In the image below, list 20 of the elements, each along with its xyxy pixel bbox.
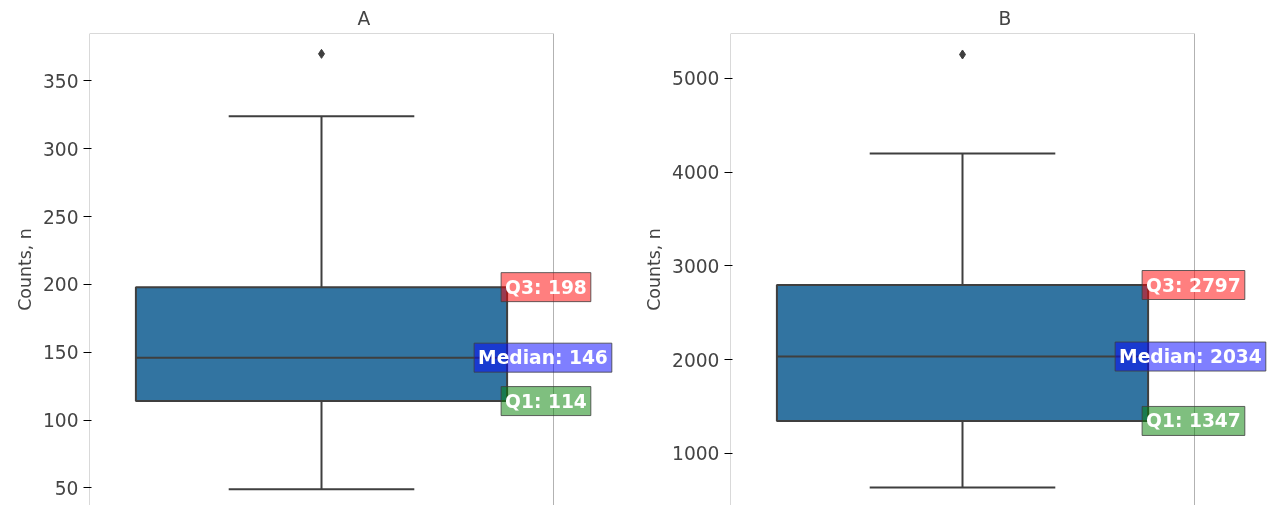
annotation: Q3: 2797 [1146,274,1241,296]
y-axis-title: Counts, n [644,228,665,311]
annotation: Q1: 1347 [1146,410,1241,432]
y-tick-label: 4000 [672,162,720,184]
chart-title: A [357,7,371,29]
annotation: Q1: 114 [505,390,587,412]
y-tick-label: 350 [42,70,79,92]
y-tick-label: 300 [42,138,79,160]
annotation: Q3: 198 [505,276,587,298]
y-axis-title: Counts, n [14,228,35,311]
y-tick-label: 200 [42,274,79,296]
y-tick-label: 50 [54,477,79,499]
chart-title: B [998,7,1012,29]
y-tick-label: 150 [42,342,79,364]
y-tick-label: 5000 [672,68,720,90]
y-tick-label: 2000 [672,349,720,371]
y-tick-label: 250 [42,206,79,228]
y-tick-label: 1000 [672,443,720,465]
y-tick-label: 100 [42,410,79,432]
y-tick-label: 3000 [672,255,720,277]
